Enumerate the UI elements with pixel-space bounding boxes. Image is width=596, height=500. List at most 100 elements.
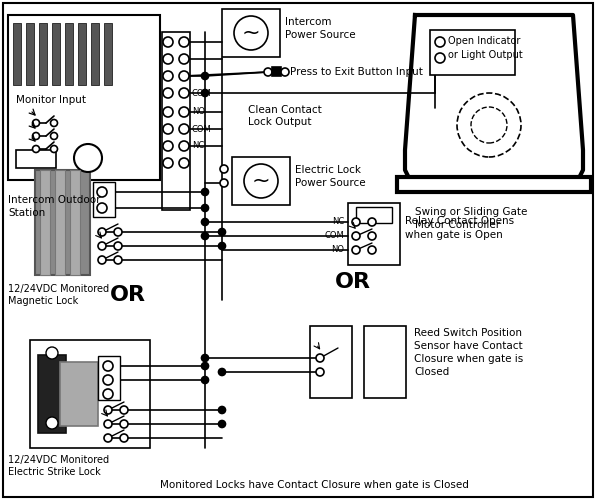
Circle shape xyxy=(51,120,57,126)
Text: Press to Exit Button Input: Press to Exit Button Input xyxy=(290,67,423,77)
Polygon shape xyxy=(405,15,583,180)
Circle shape xyxy=(368,232,376,240)
Circle shape xyxy=(33,146,39,152)
Text: Power Source: Power Source xyxy=(295,178,365,188)
Circle shape xyxy=(219,420,225,428)
Circle shape xyxy=(179,88,189,98)
Circle shape xyxy=(201,218,209,226)
Circle shape xyxy=(163,71,173,81)
Circle shape xyxy=(220,165,228,173)
Circle shape xyxy=(179,37,189,47)
Circle shape xyxy=(201,72,209,80)
Bar xyxy=(78,23,86,85)
Circle shape xyxy=(201,204,209,212)
Circle shape xyxy=(104,420,112,428)
Circle shape xyxy=(163,107,173,117)
Text: NC: NC xyxy=(192,142,204,150)
Circle shape xyxy=(98,256,106,264)
Text: Motor Controller: Motor Controller xyxy=(415,220,500,230)
Bar xyxy=(38,355,66,433)
Circle shape xyxy=(316,354,324,362)
Circle shape xyxy=(201,376,209,384)
Text: Closure when gate is: Closure when gate is xyxy=(414,354,523,364)
Bar xyxy=(55,170,65,275)
Text: Electric Lock: Electric Lock xyxy=(295,165,361,175)
Circle shape xyxy=(368,246,376,254)
Bar xyxy=(70,170,80,275)
Text: Closed: Closed xyxy=(414,367,449,377)
Circle shape xyxy=(120,434,128,442)
Circle shape xyxy=(114,242,122,250)
Circle shape xyxy=(179,107,189,117)
Text: NC: NC xyxy=(332,218,344,226)
Bar xyxy=(93,182,115,217)
Text: when gate is Open: when gate is Open xyxy=(405,230,503,240)
Circle shape xyxy=(201,354,209,362)
Circle shape xyxy=(352,232,360,240)
Text: ~: ~ xyxy=(242,23,260,43)
Bar xyxy=(16,150,56,168)
Circle shape xyxy=(103,375,113,385)
Text: NO: NO xyxy=(331,246,344,254)
Bar xyxy=(356,207,392,223)
Circle shape xyxy=(51,132,57,140)
Bar xyxy=(52,23,60,85)
Circle shape xyxy=(97,187,107,197)
Circle shape xyxy=(281,68,289,76)
Text: Magnetic Lock: Magnetic Lock xyxy=(8,296,78,306)
Text: Open Indicator: Open Indicator xyxy=(448,36,520,46)
Circle shape xyxy=(201,362,209,370)
Circle shape xyxy=(352,246,360,254)
Text: Reed Switch Position: Reed Switch Position xyxy=(414,328,522,338)
Bar xyxy=(8,15,160,180)
Text: Intercom Outdoor: Intercom Outdoor xyxy=(8,195,101,205)
Text: 12/24VDC Monitored: 12/24VDC Monitored xyxy=(8,455,109,465)
Circle shape xyxy=(163,158,173,168)
Circle shape xyxy=(264,68,272,76)
Bar xyxy=(13,23,21,85)
Circle shape xyxy=(120,420,128,428)
Circle shape xyxy=(46,347,58,359)
Bar xyxy=(430,30,515,75)
Text: Lock Output: Lock Output xyxy=(248,117,312,127)
Text: Monitor Input: Monitor Input xyxy=(16,95,86,105)
Circle shape xyxy=(219,406,225,414)
Bar xyxy=(364,326,406,398)
Text: Relay Contact Opens: Relay Contact Opens xyxy=(405,216,514,226)
Circle shape xyxy=(74,144,102,172)
Bar xyxy=(272,67,281,76)
Circle shape xyxy=(114,228,122,236)
Text: Station: Station xyxy=(8,208,45,218)
Text: NO: NO xyxy=(192,108,205,116)
Circle shape xyxy=(51,146,57,152)
Circle shape xyxy=(316,368,324,376)
Circle shape xyxy=(220,179,228,187)
Circle shape xyxy=(163,124,173,134)
Bar xyxy=(162,32,190,210)
Bar xyxy=(104,23,112,85)
Circle shape xyxy=(103,389,113,399)
Circle shape xyxy=(179,124,189,134)
Circle shape xyxy=(33,120,39,126)
Bar xyxy=(39,23,47,85)
Circle shape xyxy=(435,37,445,47)
Text: COM: COM xyxy=(192,124,212,134)
Text: Sensor have Contact: Sensor have Contact xyxy=(414,341,523,351)
Text: OR: OR xyxy=(335,272,371,292)
Circle shape xyxy=(103,361,113,371)
Text: ~: ~ xyxy=(252,171,271,191)
Circle shape xyxy=(201,188,209,196)
Circle shape xyxy=(98,242,106,250)
Bar xyxy=(65,23,73,85)
Text: Swing or Sliding Gate: Swing or Sliding Gate xyxy=(415,207,527,217)
Circle shape xyxy=(98,228,106,236)
Bar xyxy=(60,362,98,426)
Circle shape xyxy=(179,54,189,64)
Text: 12/24VDC Monitored: 12/24VDC Monitored xyxy=(8,284,109,294)
Circle shape xyxy=(219,228,225,235)
Bar xyxy=(40,170,50,275)
Circle shape xyxy=(179,141,189,151)
Circle shape xyxy=(114,256,122,264)
Circle shape xyxy=(163,37,173,47)
Text: Intercom: Intercom xyxy=(285,17,331,27)
